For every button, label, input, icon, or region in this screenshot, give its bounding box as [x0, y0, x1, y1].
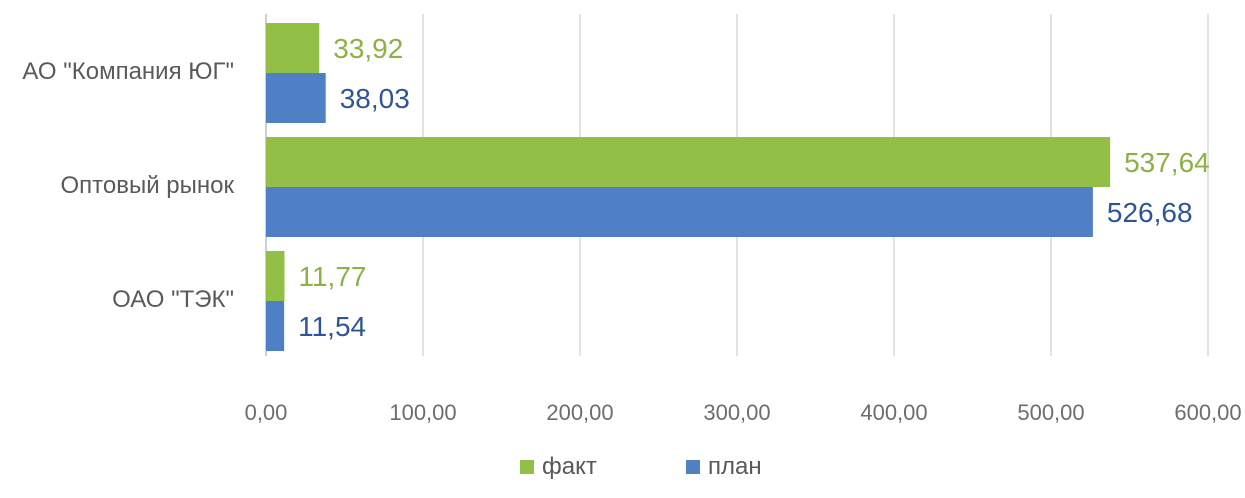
fact-value-label: 33,92 — [333, 33, 403, 64]
plan-value-label: 11,54 — [298, 311, 366, 342]
category-label: АО "Компания ЮГ" — [22, 58, 234, 85]
plan-bar — [266, 301, 285, 351]
plan-bar — [266, 73, 326, 123]
fact-legend-swatch — [520, 460, 534, 474]
x-tick-label-100: 100,00 — [389, 400, 456, 425]
plan-bar — [266, 187, 1093, 237]
x-axis-tick-labels: 0,00 100,00 200,00 300,00 400,00 500,00 600,00 — [245, 400, 1242, 425]
x-tick-label-200: 200,00 — [546, 400, 613, 425]
plan-value-label: 38,03 — [340, 83, 410, 114]
fact-legend-label: факт — [542, 453, 597, 480]
plan-legend-label: план — [708, 453, 762, 480]
bars — [266, 23, 1111, 351]
category-labels: АО "Компания ЮГ" Оптовый рынок ОАО "ТЭК" — [22, 58, 234, 313]
fact-bar — [266, 251, 285, 301]
x-tick-label-600: 600,00 — [1174, 400, 1241, 425]
fact-bar — [266, 137, 1111, 187]
plan-value-label: 526,68 — [1107, 197, 1193, 228]
fact-value-label: 11,77 — [298, 261, 366, 292]
fact-value-label: 537,64 — [1124, 147, 1210, 178]
plan-legend-swatch — [686, 460, 700, 474]
x-tick-label-400: 400,00 — [860, 400, 927, 425]
x-tick-label-0: 0,00 — [245, 400, 288, 425]
fact-bar — [266, 23, 320, 73]
x-tick-label-500: 500,00 — [1017, 400, 1084, 425]
category-label: Оптовый рынок — [60, 172, 234, 199]
data-labels: 33,92 38,03 537,64 526,68 11,77 11,54 — [298, 33, 1210, 342]
x-tick-label-300: 300,00 — [703, 400, 770, 425]
category-label: ОАО "ТЭК" — [112, 286, 234, 313]
legend: факт план — [520, 453, 762, 480]
